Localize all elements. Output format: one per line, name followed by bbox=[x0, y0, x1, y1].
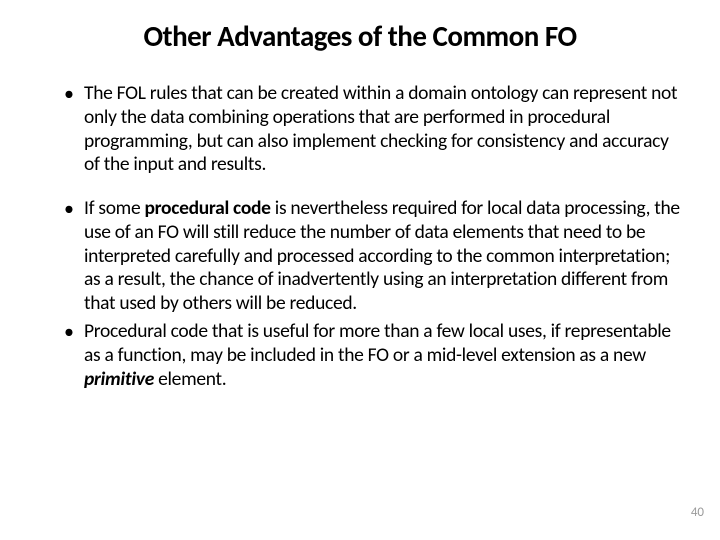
bullet-text-2-bold: procedural code bbox=[144, 196, 270, 220]
bullet-item-2: If some procedural code is nevertheless … bbox=[64, 197, 680, 316]
bullet-text-3-italic: primitive bbox=[84, 367, 154, 391]
bullet-text-2-pre: If some bbox=[84, 196, 144, 220]
bullet-text-1: The FOL rules that can be created within… bbox=[84, 81, 677, 176]
page-number: 40 bbox=[691, 505, 704, 520]
bullet-text-3-pre: Procedural code that is useful for more … bbox=[84, 319, 671, 367]
bullet-item-3: Procedural code that is useful for more … bbox=[64, 320, 680, 391]
bullet-item-1: The FOL rules that can be created within… bbox=[64, 82, 680, 177]
bullet-text-3-post: element. bbox=[154, 367, 226, 391]
slide-title: Other Advantages of the Common FO bbox=[40, 18, 680, 54]
bullet-list: The FOL rules that can be created within… bbox=[40, 82, 680, 391]
